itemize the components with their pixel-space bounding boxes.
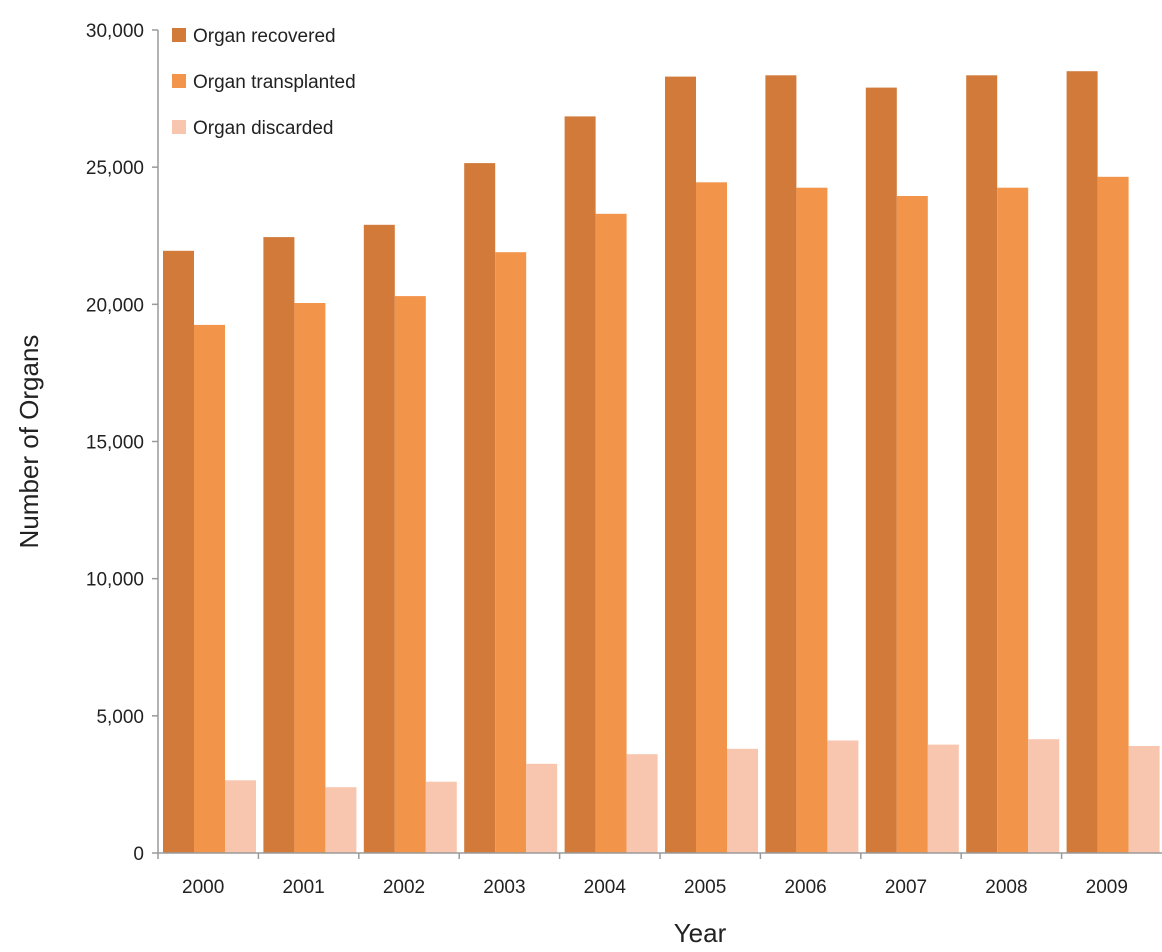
bar-organ-discarded-2008 — [1028, 739, 1060, 853]
bar-organ-transplanted-2008 — [997, 187, 1029, 853]
legend-label-organ-transplanted: Organ transplanted — [193, 72, 356, 93]
bar-organ-discarded-2003 — [526, 763, 558, 853]
legend: Organ recovered Organ transplanted Organ d… — [172, 26, 356, 139]
bar-organ-recovered-2007 — [865, 87, 897, 854]
x-tick-label: 2002 — [383, 877, 425, 898]
bar-organ-recovered-2001 — [263, 237, 295, 854]
bar-organ-discarded-2004 — [626, 754, 658, 853]
bars-layer — [163, 71, 1160, 854]
bar-organ-discarded-2007 — [927, 744, 959, 853]
bar-organ-transplanted-2000 — [194, 324, 225, 853]
x-tick-label: 2005 — [684, 877, 726, 898]
bar-organ-transplanted-2006 — [796, 187, 828, 853]
x-tick-label: 2008 — [985, 877, 1027, 898]
y-axis-title: Number of Organs — [14, 335, 44, 549]
bar-organ-recovered-2009 — [1066, 71, 1098, 853]
x-tick-label: 2007 — [885, 877, 927, 898]
x-tick-label: 2003 — [483, 877, 525, 898]
y-tick-label: 10,000 — [86, 570, 144, 591]
bar-organ-recovered-2000 — [163, 250, 194, 854]
bar-organ-recovered-2005 — [665, 76, 696, 854]
bar-organ-discarded-2006 — [827, 740, 859, 853]
legend-label-organ-discarded: Organ discarded — [193, 118, 333, 139]
bar-organ-recovered-2002 — [363, 224, 395, 854]
y-tick-label: 0 — [133, 844, 144, 865]
bar-organ-recovered-2004 — [564, 116, 596, 853]
bar-organ-recovered-2006 — [765, 75, 797, 854]
x-tick-label: 2009 — [1086, 877, 1128, 898]
legend-swatch-organ-discarded — [172, 120, 186, 134]
y-tick-label: 20,000 — [86, 295, 144, 316]
x-axis-title: Year — [674, 918, 727, 948]
bar-organ-discarded-2000 — [225, 780, 256, 853]
bar-organ-transplanted-2005 — [696, 182, 727, 854]
bar-organ-transplanted-2009 — [1097, 176, 1129, 854]
bar-organ-transplanted-2004 — [595, 213, 627, 854]
y-ticks: 0 5,000 10,000 15,000 20,000 25,000 30,000 — [86, 21, 158, 865]
bar-organ-transplanted-2002 — [394, 296, 426, 854]
bar-organ-transplanted-2003 — [495, 252, 527, 853]
bar-organ-discarded-2005 — [727, 748, 758, 853]
legend-swatch-organ-recovered — [172, 28, 186, 42]
bar-organ-discarded-2009 — [1128, 746, 1160, 853]
x-ticks: 2000 2001 2002 2003 2004 2005 2006 2007 2008 2009 — [157, 853, 1128, 898]
y-tick-label: 30,000 — [86, 21, 144, 42]
y-tick-label: 5,000 — [96, 707, 144, 728]
x-tick-label: 2004 — [584, 877, 627, 898]
bar-organ-transplanted-2001 — [294, 303, 326, 853]
legend-swatch-organ-transplanted — [172, 74, 186, 88]
y-tick-label: 25,000 — [86, 158, 144, 179]
legend-label-organ-recovered: Organ recovered — [193, 26, 336, 47]
bar-organ-transplanted-2007 — [896, 196, 928, 853]
x-tick-label: 2001 — [282, 877, 324, 898]
bar-organ-recovered-2003 — [464, 163, 496, 854]
y-tick-label: 15,000 — [86, 433, 144, 454]
bar-organ-discarded-2001 — [325, 787, 357, 853]
x-tick-label: 2000 — [182, 877, 224, 898]
bar-organ-recovered-2008 — [966, 75, 998, 854]
bar-organ-discarded-2002 — [425, 781, 457, 853]
x-tick-label: 2006 — [784, 877, 826, 898]
